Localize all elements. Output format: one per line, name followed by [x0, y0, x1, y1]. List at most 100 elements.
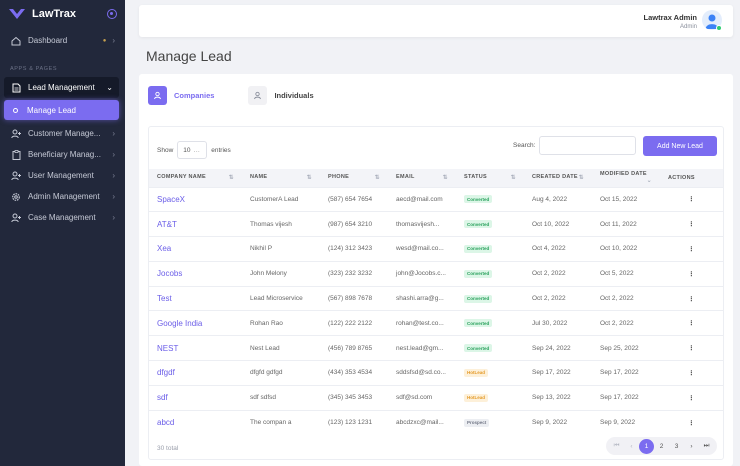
- company-name-link[interactable]: sdf: [149, 384, 242, 411]
- company-name-link[interactable]: abcd: [149, 409, 242, 435]
- search-input[interactable]: [539, 136, 637, 155]
- user-plus-icon: [10, 171, 22, 181]
- brand: LawTrax: [0, 0, 125, 28]
- row-actions-icon[interactable]: ⋮: [660, 384, 723, 411]
- column-header[interactable]: CREATED DATE ⇅: [524, 169, 592, 187]
- status-cell: Converted: [456, 335, 524, 361]
- last-page-button[interactable]: ⏭: [703, 442, 710, 449]
- modified-date: Oct 2, 2022: [592, 310, 660, 336]
- sidebar-item-user-management[interactable]: User Management ›: [0, 165, 125, 186]
- column-header[interactable]: PHONE ⇅: [320, 169, 388, 187]
- document-icon: [10, 83, 22, 93]
- sidebar-item-admin-management[interactable]: Admin Management ›: [0, 186, 125, 207]
- created-date: Oct 10, 2022: [524, 211, 592, 237]
- status-badge: Converted: [464, 244, 493, 253]
- phone-number: (323) 232 3232: [320, 260, 388, 287]
- table-row: NEST Nest Lead (456) 789 8765 nest.lead@gm.…: [149, 335, 723, 361]
- status-badge: Prospect: [464, 418, 490, 427]
- lead-name: sdf sdfsd: [242, 384, 320, 411]
- company-name-link[interactable]: dfgdf: [149, 360, 242, 386]
- brand-name: LawTrax: [32, 8, 77, 20]
- sidebar-item-dashboard[interactable]: Dashboard ● ›: [0, 30, 125, 51]
- sidebar-item-manage-lead[interactable]: Manage Lead: [4, 100, 119, 120]
- status-badge: Converted: [464, 269, 493, 278]
- lead-name: Nest Lead: [242, 335, 320, 361]
- column-header[interactable]: EMAIL ⇅: [388, 169, 456, 187]
- column-header[interactable]: COMPANY NAME ⇅: [149, 169, 242, 187]
- phone-number: (123) 123 1231: [320, 409, 388, 435]
- user-info[interactable]: Lawtrax Admin Admin: [644, 13, 697, 30]
- next-page-button[interactable]: ›: [690, 442, 693, 450]
- row-actions-icon[interactable]: ⋮: [660, 211, 723, 237]
- user-plus-icon: [10, 129, 22, 139]
- column-header[interactable]: STATUS ⇅: [456, 169, 524, 187]
- email: sdf@sd.com: [388, 384, 456, 411]
- sidebar-item-beneficiary-management[interactable]: Beneficiary Manag... ›: [0, 144, 125, 165]
- table-row: SpaceX CustomerA Lead (587) 654 7654 aecd@m…: [149, 186, 723, 212]
- table-row: Jocobs John Melony (323) 232 3232 john@Joco…: [149, 260, 723, 287]
- modified-date: Sep 17, 2022: [592, 360, 660, 386]
- sidebar-item-label: Admin Management: [28, 192, 100, 201]
- row-actions-icon[interactable]: ⋮: [660, 260, 723, 287]
- circle-icon: [13, 107, 18, 113]
- email: rohan@test.co...: [388, 310, 456, 336]
- tab-individuals[interactable]: Individuals: [248, 86, 314, 105]
- page-button[interactable]: 1: [639, 438, 654, 454]
- company-name-link[interactable]: Xea: [149, 236, 242, 262]
- add-new-lead-button[interactable]: Add New Lead: [643, 136, 717, 156]
- lead-name: John Melony: [242, 260, 320, 287]
- table-row: Google India Rohan Rao (122) 222 2122 rohan…: [149, 310, 723, 336]
- row-actions-icon[interactable]: ⋮: [660, 360, 723, 386]
- row-actions-icon[interactable]: ⋮: [660, 186, 723, 212]
- modified-date: Sep 9, 2022: [592, 409, 660, 435]
- modified-date: Oct 2, 2022: [592, 285, 660, 311]
- sidebar-item-case-management[interactable]: Case Management ›: [0, 207, 125, 228]
- sidebar-item-label: Customer Manage...: [28, 129, 101, 138]
- user-icon: [248, 86, 268, 105]
- lead-name: Rohan Rao: [242, 310, 320, 336]
- avatar[interactable]: [702, 10, 722, 30]
- row-actions-icon[interactable]: ⋮: [660, 285, 723, 311]
- phone-number: (567) 898 7678: [320, 285, 388, 311]
- sidebar-toggle-icon[interactable]: [107, 9, 117, 19]
- column-header[interactable]: MODIFIED DATE ⌄: [592, 169, 660, 187]
- sort-desc-icon: ⌄: [646, 178, 652, 185]
- column-header[interactable]: NAME ⇅: [242, 169, 320, 187]
- row-actions-icon[interactable]: ⋮: [660, 335, 723, 361]
- company-name-link[interactable]: NEST: [149, 335, 242, 361]
- row-actions-icon[interactable]: ⋮: [660, 310, 723, 336]
- created-date: Sep 13, 2022: [524, 384, 592, 411]
- sort-icon: ⇅: [510, 175, 516, 182]
- sidebar-item-lead-management[interactable]: Lead Management ⌄: [4, 77, 119, 98]
- created-date: Aug 4, 2022: [524, 186, 592, 212]
- table-row: AT&T Thomas vijesh (987) 654 3210 thomasvij…: [149, 211, 723, 237]
- created-date: Oct 2, 2022: [524, 260, 592, 287]
- row-actions-icon[interactable]: ⋮: [660, 409, 723, 435]
- prev-page-button[interactable]: ‹: [630, 442, 633, 450]
- sidebar-item-customer-management[interactable]: Customer Manage... ›: [0, 123, 125, 144]
- phone-number: (434) 353 4534: [320, 360, 388, 386]
- sort-icon: ⇅: [228, 175, 234, 182]
- tab-companies[interactable]: Companies: [148, 86, 214, 105]
- company-name-link[interactable]: Jocobs: [149, 260, 242, 287]
- status-cell: Converted: [456, 211, 524, 237]
- company-name-link[interactable]: AT&T: [149, 211, 242, 237]
- phone-number: (587) 654 7654: [320, 186, 388, 212]
- company-name-link[interactable]: Google India: [149, 310, 242, 336]
- table-row: abcd The compan a (123) 123 1231 abcdzxc@ma…: [149, 409, 723, 435]
- lead-name: Lead Microservice: [242, 285, 320, 311]
- page-button[interactable]: 2: [659, 442, 664, 450]
- status-cell: HotLead: [456, 360, 524, 386]
- created-date: Oct 4, 2022: [524, 236, 592, 262]
- page-button[interactable]: 3: [674, 442, 679, 450]
- status-cell: Converted: [456, 236, 524, 262]
- modified-date: Oct 15, 2022: [592, 186, 660, 212]
- first-page-button[interactable]: ⏮: [613, 442, 620, 449]
- company-name-link[interactable]: Test: [149, 285, 242, 311]
- chevron-right-icon: ›: [112, 171, 115, 180]
- user-plus-icon: [10, 213, 22, 223]
- entries-select[interactable]: 10 …: [177, 141, 208, 159]
- company-name-link[interactable]: SpaceX: [149, 186, 242, 212]
- row-actions-icon[interactable]: ⋮: [660, 236, 723, 262]
- page-title: Manage Lead: [146, 48, 232, 64]
